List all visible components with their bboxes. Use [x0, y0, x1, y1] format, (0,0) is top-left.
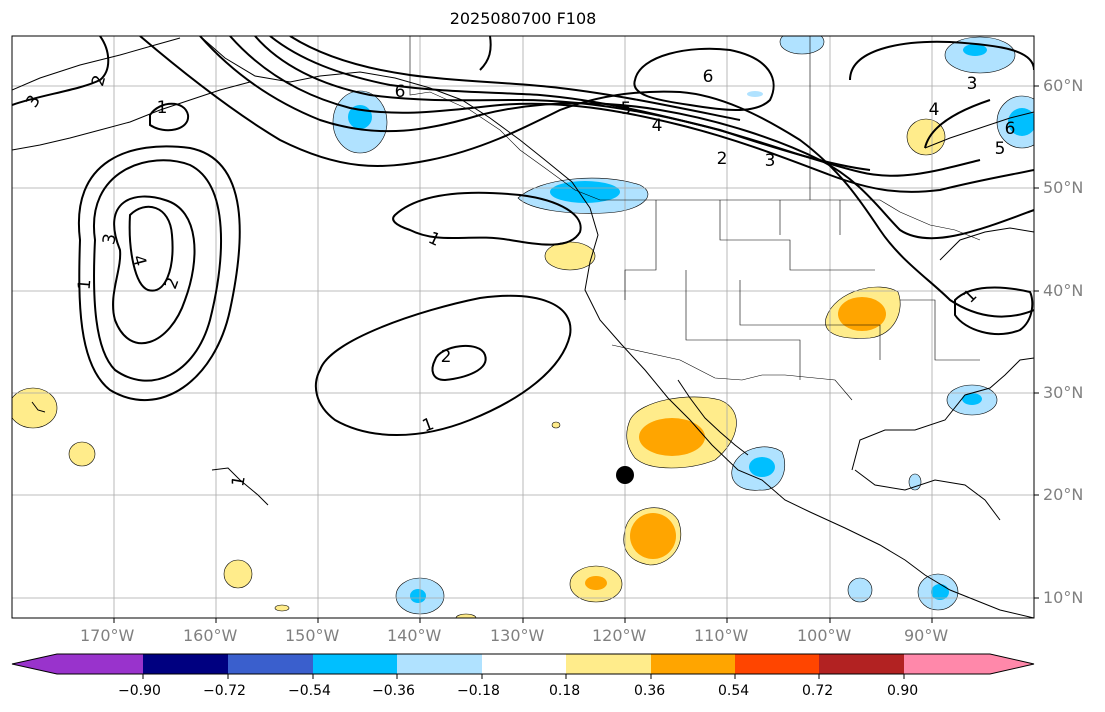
latitude-label: 30°N — [1043, 383, 1084, 402]
contour-label: 4 — [929, 100, 940, 120]
longitude-label: 130°W — [490, 626, 545, 645]
longitude-label: 140°W — [387, 626, 442, 645]
colorbar-tick-label: 0.18 — [549, 683, 581, 699]
contour-label: 3 — [765, 151, 776, 171]
contour-label: 2 — [441, 347, 452, 367]
longitude-label: 150°W — [285, 626, 340, 645]
longitude-label: 110°W — [694, 626, 749, 645]
colorbar-segment — [819, 654, 904, 674]
colorbar-segment — [57, 654, 143, 674]
colorbar-tick-label: 0.54 — [718, 683, 750, 699]
colorbar-outline — [11, 653, 1035, 675]
contour-label: 5 — [995, 139, 1006, 159]
latitude-label: 40°N — [1043, 281, 1084, 300]
colorbar-tick-label: −0.54 — [288, 683, 331, 699]
longitude-label: 90°W — [904, 626, 949, 645]
contour-label: 3 — [99, 232, 121, 246]
colorbar-tick-label: 0.36 — [634, 683, 666, 699]
colorbar-tick-label: 0.90 — [887, 683, 919, 699]
colorbar-segment — [651, 654, 735, 674]
contour-label: 3 — [967, 74, 978, 94]
contour-label: 1 — [75, 278, 96, 291]
colorbar-tick-label: 0.72 — [802, 683, 834, 699]
colorbar — [11, 653, 1035, 679]
axis-ticks — [113, 85, 1039, 623]
colorbar-segment — [313, 654, 397, 674]
contour-label: 4 — [652, 116, 663, 136]
longitude-label: 170°W — [80, 626, 135, 645]
latitude-label: 10°N — [1043, 588, 1084, 607]
coastlines — [12, 36, 1034, 618]
longitude-label: 160°W — [183, 626, 238, 645]
contour-label: 2 — [88, 73, 110, 89]
contour-label: 2 — [717, 149, 728, 169]
colorbar-segment — [735, 654, 819, 674]
contour-label: 6 — [703, 67, 714, 87]
colorbar-segment — [566, 654, 651, 674]
longitude-label: 120°W — [592, 626, 647, 645]
contour-label: 6 — [395, 82, 406, 102]
location-marker — [616, 466, 634, 484]
graticule — [12, 36, 1034, 618]
colorbar-segment — [143, 654, 228, 674]
longitude-label: 100°W — [797, 626, 852, 645]
colorbar-tick-label: −0.72 — [203, 683, 246, 699]
colorbar-tick-label: −0.36 — [372, 683, 415, 699]
political-borders — [409, 36, 981, 401]
contour-lines — [12, 36, 1034, 436]
contour-label: 1 — [157, 98, 168, 118]
contour-label: 5 — [621, 99, 632, 119]
latitude-label: 60°N — [1043, 76, 1084, 95]
colorbar-segment-high-extend — [990, 654, 1034, 674]
colorbar-segment — [482, 654, 566, 674]
map-title: 2025080700 F108 — [449, 9, 597, 28]
contour-label: 1 — [228, 474, 250, 488]
latitude-label: 50°N — [1043, 178, 1084, 197]
colorbar-segment — [228, 654, 313, 674]
contour-label: 6 — [1005, 119, 1016, 139]
latitude-label: 20°N — [1043, 485, 1084, 504]
colorbar-tick-label: −0.18 — [457, 683, 500, 699]
contour-label: 4 — [128, 253, 150, 269]
colorbar-segment — [397, 654, 482, 674]
colorbar-tick-label: −0.90 — [118, 683, 161, 699]
colorbar-segment — [904, 654, 990, 674]
colorbar-segment-low-extend — [12, 654, 57, 674]
